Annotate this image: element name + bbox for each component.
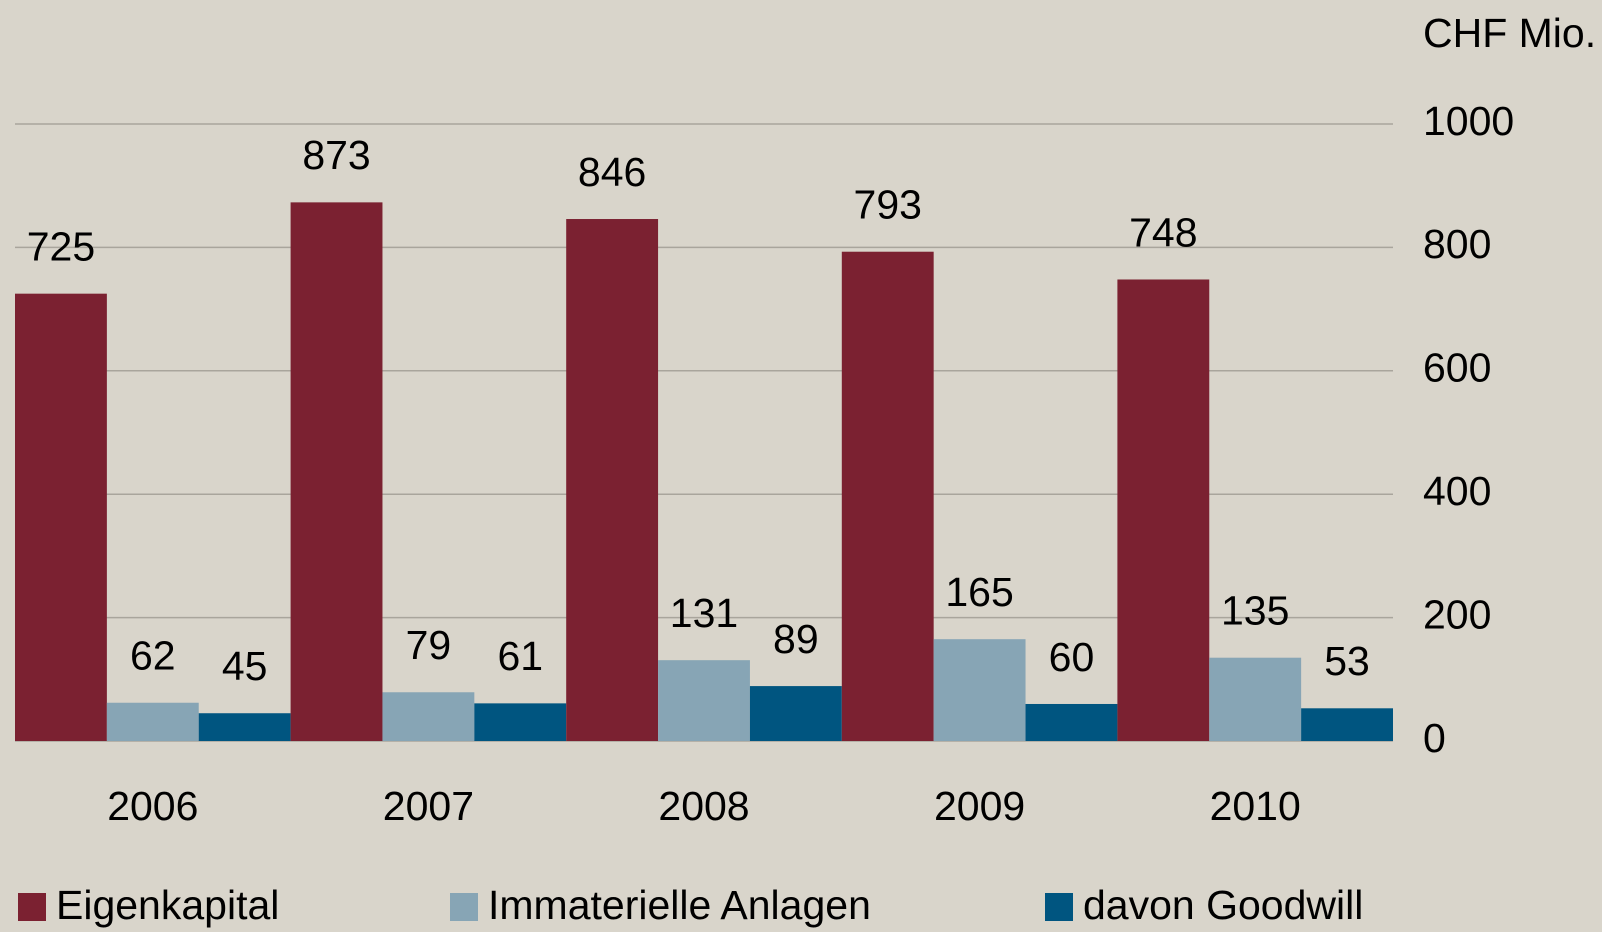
bar xyxy=(841,251,934,741)
bar xyxy=(474,703,567,741)
bar xyxy=(290,202,383,741)
bar xyxy=(1209,657,1302,741)
y-tick-label: 800 xyxy=(1423,221,1491,267)
data-label: 45 xyxy=(222,643,268,689)
data-label: 53 xyxy=(1324,638,1370,684)
x-tick-label: 2007 xyxy=(383,783,474,829)
bar xyxy=(1025,703,1118,741)
data-label: 79 xyxy=(406,622,452,668)
data-label: 89 xyxy=(773,616,819,662)
data-label: 748 xyxy=(1129,209,1197,255)
bar xyxy=(566,219,659,741)
bar xyxy=(1301,708,1393,741)
legend-label: Immaterielle Anlagen xyxy=(488,882,871,928)
y-tick-label: 600 xyxy=(1423,345,1491,391)
data-label: 165 xyxy=(945,569,1013,615)
data-label: 725 xyxy=(27,224,95,270)
bar xyxy=(749,686,842,741)
bar xyxy=(933,639,1026,741)
bar xyxy=(1117,279,1210,741)
legend-swatch xyxy=(18,893,46,921)
data-label: 60 xyxy=(1049,634,1095,680)
y-tick-label: 0 xyxy=(1423,715,1446,761)
data-label: 131 xyxy=(670,590,738,636)
x-tick-label: 2009 xyxy=(934,783,1025,829)
y-tick-label: 400 xyxy=(1423,468,1491,514)
y-tick-label: 1000 xyxy=(1423,98,1514,144)
legend-label: Eigenkapital xyxy=(56,882,279,928)
data-label: 62 xyxy=(130,633,176,679)
x-tick-label: 2008 xyxy=(658,783,749,829)
data-label: 846 xyxy=(578,149,646,195)
bar xyxy=(106,702,199,741)
data-label: 793 xyxy=(854,182,922,228)
bar xyxy=(15,293,107,741)
data-label: 873 xyxy=(302,132,370,178)
legend-label: davon Goodwill xyxy=(1083,882,1363,928)
legend-swatch xyxy=(450,893,478,921)
x-tick-label: 2010 xyxy=(1210,783,1301,829)
y-tick-label: 200 xyxy=(1423,591,1491,637)
data-label: 61 xyxy=(497,633,543,679)
x-tick-label: 2006 xyxy=(107,783,198,829)
bar xyxy=(198,713,291,741)
unit-label: CHF Mio. xyxy=(1423,10,1596,56)
bar xyxy=(658,660,750,741)
bar xyxy=(382,692,475,741)
legend-swatch xyxy=(1045,893,1073,921)
data-label: 135 xyxy=(1221,588,1289,634)
